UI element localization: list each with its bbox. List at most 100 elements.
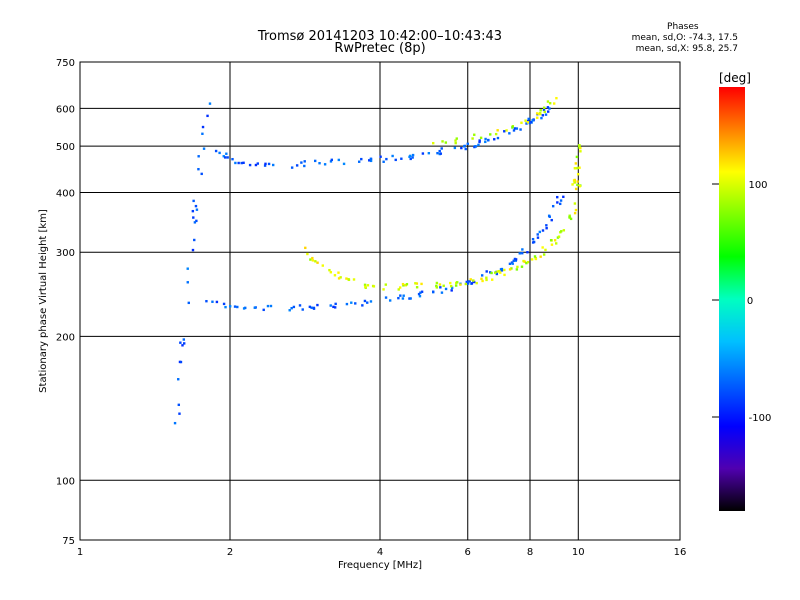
data-point-x (464, 282, 468, 286)
data-point-o (242, 307, 246, 310)
data-point-o (439, 152, 443, 155)
phase-heading: Phases (667, 22, 699, 32)
data-point-o (464, 147, 467, 151)
data-point-x (533, 255, 537, 258)
data-point-o (177, 403, 181, 407)
data-point-x (562, 229, 566, 232)
data-point-x (449, 284, 453, 288)
data-point-o (409, 297, 412, 300)
data-point-o (333, 306, 337, 309)
data-point-o (399, 294, 402, 297)
data-point-o (556, 201, 559, 204)
data-point-x (497, 269, 501, 273)
data-point-x (542, 106, 546, 109)
x-tick-label: 2 (227, 547, 233, 558)
data-point-o (192, 216, 195, 219)
data-point-o (384, 296, 388, 299)
data-point-x (576, 183, 579, 187)
x-tick-label: 10 (572, 547, 585, 558)
data-point-x (544, 248, 547, 252)
data-point-o (417, 292, 421, 296)
data-point-o (269, 304, 273, 308)
data-point-x (520, 121, 523, 124)
colorbar-tick-0: 0 (747, 296, 753, 307)
data-point-x (455, 137, 458, 140)
data-point-o (231, 157, 234, 161)
data-point-x (337, 277, 341, 280)
data-point-o (295, 164, 299, 167)
data-point-o (201, 132, 204, 136)
data-point-x (539, 112, 542, 116)
data-point-o (546, 110, 550, 113)
data-point-o (484, 137, 487, 141)
data-point-o (177, 378, 180, 381)
data-point-o (194, 204, 198, 208)
data-point-o (369, 159, 373, 163)
data-point-x (401, 282, 405, 286)
data-point-x (579, 150, 582, 153)
data-point-o (354, 302, 357, 305)
data-point-x (539, 255, 542, 258)
data-point-o (484, 140, 487, 144)
data-point-o (254, 163, 258, 167)
data-point-o (542, 108, 546, 112)
data-point-x (337, 271, 340, 274)
data-point-o (329, 304, 332, 307)
data-point-x (510, 267, 513, 270)
data-point-x (420, 282, 423, 286)
data-point-o (487, 139, 490, 142)
data-point-o (316, 303, 319, 307)
data-point-x (471, 137, 474, 140)
data-point-x (384, 283, 388, 286)
data-point-o (236, 305, 239, 309)
data-point-x (573, 211, 577, 215)
data-point-x (372, 285, 376, 288)
data-point-x (503, 273, 506, 277)
data-point-x (524, 119, 527, 122)
data-point-o (357, 160, 361, 163)
data-point-x (485, 278, 488, 282)
data-point-x (505, 129, 508, 132)
data-point-x (494, 132, 498, 136)
data-point-o (546, 106, 550, 109)
data-point-x (536, 116, 539, 119)
data-point-o (391, 154, 394, 158)
data-point-o (562, 195, 565, 199)
data-point-o (211, 300, 214, 303)
data-point-o (512, 259, 515, 262)
data-point-o (450, 286, 454, 290)
data-point-o (360, 157, 363, 161)
y-axis-label: Stationary phase Virtual Height [km] (38, 209, 49, 393)
data-point-o (262, 308, 265, 312)
data-point-o (329, 160, 333, 163)
data-point-o (526, 119, 530, 123)
data-point-x (534, 257, 538, 261)
data-point-o (233, 305, 237, 308)
data-point-o (545, 224, 548, 227)
data-point-o (191, 248, 195, 252)
data-point-x (496, 129, 499, 132)
data-point-o (485, 270, 488, 273)
data-point-o (240, 161, 243, 165)
data-point-x (475, 281, 478, 285)
data-point-o (450, 289, 453, 292)
data-point-x (515, 268, 519, 271)
data-point-x (333, 274, 337, 277)
data-point-o (193, 238, 196, 242)
data-point-o (178, 412, 181, 415)
data-point-o (420, 290, 424, 293)
data-point-o (514, 259, 518, 262)
data-point-o (368, 159, 371, 162)
data-point-o (432, 290, 435, 293)
data-point-o (369, 300, 373, 303)
data-point-o (234, 161, 237, 165)
data-point-x (490, 271, 493, 275)
data-point-x (542, 253, 546, 256)
data-point-o (191, 209, 195, 213)
data-point-o (267, 162, 271, 166)
data-point-o (444, 287, 448, 291)
data-point-x (489, 133, 492, 136)
data-point-x (435, 284, 438, 288)
data-point-o (197, 167, 200, 171)
data-point-o (263, 164, 267, 167)
